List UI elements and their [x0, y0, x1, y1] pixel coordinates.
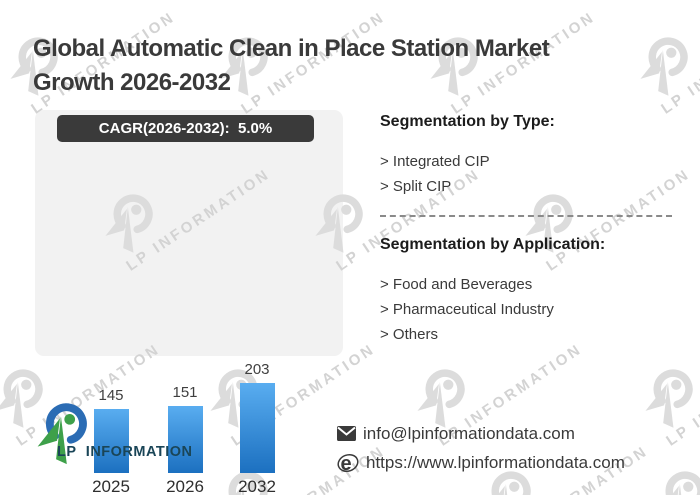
- watermark: LP INFORMATION: [650, 443, 700, 495]
- lp-logo-icon: [37, 403, 87, 465]
- bar-year-label: 2025: [92, 477, 130, 495]
- svg-text:e: e: [341, 453, 352, 474]
- email-text[interactable]: info@lpinformationdata.com: [363, 423, 575, 443]
- website-url[interactable]: https://www.lpinformationdata.com: [366, 452, 625, 472]
- email-row: info@lpinformationdata.com: [337, 419, 625, 448]
- segmentation-item: > Split CIP: [380, 178, 452, 195]
- segmentation-by-application-heading: Segmentation by Application:: [380, 236, 606, 253]
- bar-2025: [93, 409, 129, 473]
- page-title: Global Automatic Clean in Place Station …: [33, 32, 673, 100]
- watermark-text: LP INFORMATION: [675, 443, 700, 495]
- segmentation-application-list: > Food and Beverages > Pharmaceutical In…: [380, 272, 672, 347]
- segmentation-item: > Pharmaceutical Industry: [380, 301, 554, 318]
- watermark: LP INFORMATION: [638, 341, 700, 470]
- bar-group-2025: 145 2025: [75, 387, 147, 495]
- segmentation-item: > Others: [380, 326, 438, 343]
- segmentation-item: > Food and Beverages: [380, 276, 533, 293]
- bar-year-label: 2026: [166, 477, 204, 495]
- internet-explorer-icon: e: [337, 453, 359, 474]
- contact-block: info@lpinformationdata.com e https://www…: [337, 419, 625, 477]
- bar-year-label: 2032: [238, 477, 276, 495]
- segmentation-by-type-heading: Segmentation by Type:: [380, 113, 555, 130]
- lp-logo-icon: [638, 360, 694, 432]
- envelope-icon: [337, 426, 356, 441]
- page-title-line2: Growth 2026-2032: [33, 69, 231, 96]
- bar-value-label: 151: [172, 384, 198, 401]
- bar-value-label: 203: [244, 361, 270, 378]
- brand-name: LP INFORMATION: [57, 444, 193, 460]
- segmentation-item: > Integrated CIP: [380, 153, 490, 170]
- bar-value-label: 145: [98, 387, 124, 404]
- brand-logo: LP INFORMATION: [26, 395, 256, 475]
- market-chart-panel: [35, 110, 343, 356]
- cagr-banner: CAGR(2026-2032): 5.0%: [57, 115, 314, 142]
- bar-group-2026: 151 2026: [149, 384, 221, 495]
- bar-2026: [167, 406, 203, 473]
- watermark-text: LP INFORMATION: [663, 340, 700, 450]
- segmentation-type-list: > Integrated CIP > Split CIP: [380, 149, 672, 199]
- website-row: e https://www.lpinformationdata.com: [337, 448, 625, 477]
- dashed-divider: [380, 215, 672, 217]
- lp-logo-icon: [650, 462, 700, 495]
- segmentation-panel: Segmentation by Type: > Integrated CIP >…: [380, 112, 672, 347]
- page-title-line1: Global Automatic Clean in Place Station …: [33, 35, 550, 62]
